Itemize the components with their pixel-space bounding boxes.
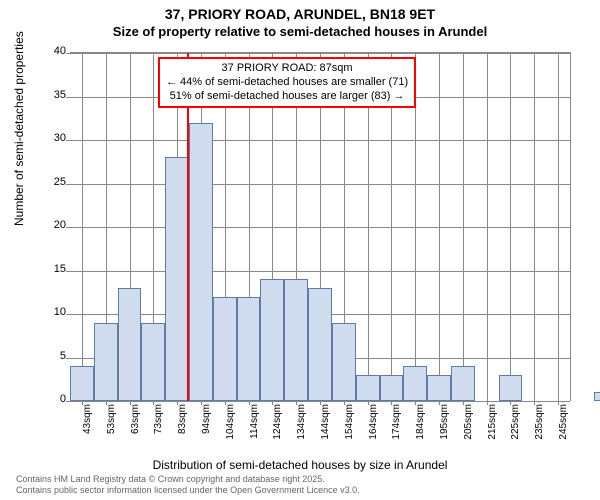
annotation-box: 37 PRIORY ROAD: 87sqm ← 44% of semi-deta…: [158, 57, 416, 108]
y-axis-label: Number of semi-detached properties: [12, 31, 26, 226]
y-tickmark: [66, 314, 70, 315]
x-tick-label: 53sqm: [106, 404, 117, 454]
y-tickmark: [66, 401, 70, 402]
histogram-bar: [356, 375, 380, 401]
gridline-v: [439, 53, 440, 401]
y-tickmark: [66, 184, 70, 185]
histogram-bar: [94, 323, 118, 401]
chart-title-line2: Size of property relative to semi-detach…: [0, 24, 600, 39]
plot-area: 37 PRIORY ROAD: 87sqm ← 44% of semi-deta…: [70, 52, 571, 401]
x-tick-label: 164sqm: [368, 404, 379, 454]
histogram-bar: [332, 323, 356, 401]
chart-container: { "title_line1": "37, PRIORY ROAD, ARUND…: [0, 0, 600, 500]
y-tickmark: [66, 358, 70, 359]
y-tick-label: 20: [36, 219, 66, 231]
x-tick-label: 94sqm: [201, 404, 212, 454]
y-tick-label: 40: [36, 45, 66, 57]
histogram-bar: [403, 366, 427, 401]
x-tick-label: 83sqm: [177, 404, 188, 454]
histogram-bar: [237, 297, 261, 401]
x-tick-label: 63sqm: [130, 404, 141, 454]
y-tick-label: 0: [36, 393, 66, 405]
x-tick-label: 154sqm: [344, 404, 355, 454]
y-tickmark: [66, 53, 70, 54]
x-tick-label: 245sqm: [558, 404, 569, 454]
histogram-bar: [165, 157, 189, 401]
annotation-line3: 51% of semi-detached houses are larger (…: [166, 90, 408, 104]
histogram-bar: [594, 392, 600, 401]
x-tick-label: 43sqm: [82, 404, 93, 454]
x-tick-label: 124sqm: [272, 404, 283, 454]
gridline-v: [487, 53, 488, 401]
x-tick-label: 235sqm: [534, 404, 545, 454]
y-tick-label: 25: [36, 176, 66, 188]
histogram-bar: [308, 288, 332, 401]
histogram-bar: [189, 123, 213, 401]
gridline-v: [463, 53, 464, 401]
x-tick-label: 195sqm: [439, 404, 450, 454]
gridline-v: [82, 53, 83, 401]
histogram-bar: [427, 375, 451, 401]
histogram-bar: [118, 288, 142, 401]
chart-title-line1: 37, PRIORY ROAD, ARUNDEL, BN18 9ET: [0, 6, 600, 22]
footer-text: Contains HM Land Registry data © Crown c…: [16, 474, 360, 496]
histogram-bar: [213, 297, 237, 401]
y-tick-label: 15: [36, 263, 66, 275]
y-tick-label: 10: [36, 306, 66, 318]
y-tickmark: [66, 97, 70, 98]
x-tick-label: 144sqm: [320, 404, 331, 454]
histogram-bar: [284, 279, 308, 401]
histogram-bar: [260, 279, 284, 401]
x-axis-label: Distribution of semi-detached houses by …: [0, 458, 600, 472]
x-tick-label: 215sqm: [487, 404, 498, 454]
x-tick-label: 184sqm: [415, 404, 426, 454]
x-tick-label: 73sqm: [153, 404, 164, 454]
histogram-bar: [70, 366, 94, 401]
annotation-line1: 37 PRIORY ROAD: 87sqm: [166, 62, 408, 76]
gridline-v: [534, 53, 535, 401]
x-tick-label: 225sqm: [510, 404, 521, 454]
histogram-bar: [141, 323, 165, 401]
x-tick-label: 205sqm: [463, 404, 474, 454]
x-tick-label: 114sqm: [249, 404, 260, 454]
x-tick-label: 104sqm: [225, 404, 236, 454]
gridline-v: [510, 53, 511, 401]
footer-line2: Contains public sector information licen…: [16, 485, 360, 496]
y-tickmark: [66, 140, 70, 141]
annotation-line2: ← 44% of semi-detached houses are smalle…: [166, 76, 408, 90]
x-tick-label: 174sqm: [391, 404, 402, 454]
y-tick-label: 35: [36, 89, 66, 101]
y-tick-label: 30: [36, 132, 66, 144]
y-tickmark: [66, 227, 70, 228]
histogram-bar: [499, 375, 523, 401]
footer-line1: Contains HM Land Registry data © Crown c…: [16, 474, 360, 485]
gridline-v: [558, 53, 559, 401]
x-tick-label: 134sqm: [296, 404, 307, 454]
histogram-bar: [380, 375, 404, 401]
y-tickmark: [66, 271, 70, 272]
y-tick-label: 5: [36, 350, 66, 362]
histogram-bar: [451, 366, 475, 401]
